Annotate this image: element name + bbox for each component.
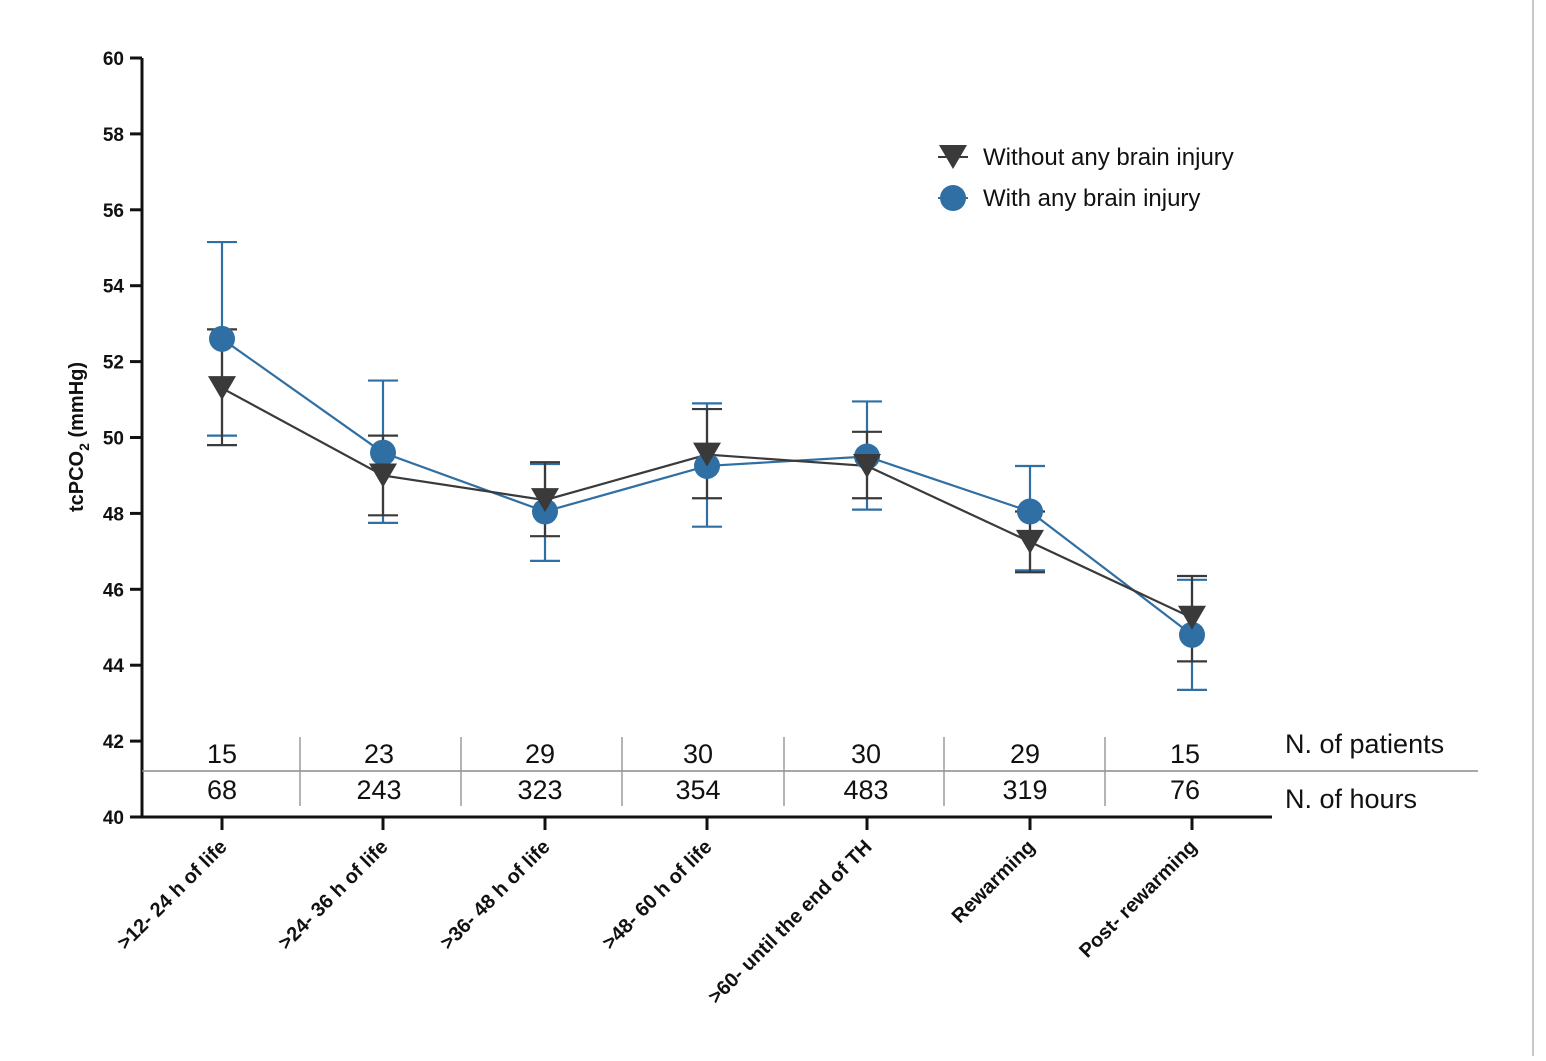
y-axis-label-main: tcPCO	[66, 451, 88, 512]
data-point-triangle	[531, 488, 559, 513]
legend-marker-triangle	[939, 145, 967, 169]
series-without-brain-injury	[207, 328, 1207, 663]
data-point-triangle	[208, 376, 236, 401]
data-point-triangle	[369, 463, 397, 488]
table-cell-patients: 15	[207, 739, 237, 769]
table-cell-patients: 30	[683, 739, 713, 769]
y-ticks: 40 42 44 46 48 50 52 54 56 58 60	[103, 49, 142, 829]
table-dividers	[299, 737, 1106, 806]
table-cell-hours: 68	[207, 775, 237, 805]
y-tick-label: 60	[103, 49, 124, 70]
x-category-label: >48- 60 h of life	[598, 836, 716, 954]
y-tick-label: 42	[103, 732, 124, 753]
y-tick-label: 52	[103, 353, 124, 374]
y-tick-label: 58	[103, 125, 124, 146]
table-cell-hours: 483	[843, 775, 888, 805]
x-category-label: >24- 36 h of life	[274, 836, 392, 954]
data-point-circle	[370, 439, 396, 466]
series-layer	[207, 240, 1207, 691]
y-tick-label: 54	[103, 277, 125, 298]
data-point-circle	[209, 325, 235, 352]
y-axis-label: tcPCO2 (mmHg)	[66, 362, 92, 512]
x-category-label: >36- 48 h of life	[436, 836, 554, 954]
table-cell-hours: 243	[356, 775, 401, 805]
x-category-label: Post- rewarming	[1075, 836, 1201, 962]
y-tick-label: 46	[103, 580, 124, 601]
x-category-label: >12- 24 h of life	[113, 836, 231, 954]
table-cell-hours: 76	[1170, 775, 1200, 805]
table-cell-patients: 15	[1170, 739, 1200, 769]
data-point-triangle	[1178, 605, 1206, 630]
y-tick-label: 44	[103, 656, 125, 677]
table-cell-patients: 29	[1010, 739, 1040, 769]
table-cell-patients: 30	[851, 739, 881, 769]
y-axis-label-unit: (mmHg)	[66, 362, 88, 443]
y-tick-label: 40	[103, 808, 124, 829]
y-tick-label: 50	[103, 429, 124, 450]
table-row-label-patients: N. of patients	[1285, 729, 1444, 759]
x-category-label: >60- until the end of TH	[704, 836, 876, 1008]
x-category-label: Rewarming	[948, 836, 1040, 928]
data-point-circle	[1017, 498, 1043, 525]
table-cell-hours: 319	[1002, 775, 1047, 805]
y-axis-label-sub: 2	[76, 443, 92, 451]
markers-without-brain-injury	[208, 376, 1206, 630]
legend-marker-circle	[940, 185, 966, 211]
x-ticks: >12- 24 h of life >24- 36 h of life >36- 4…	[113, 817, 1202, 1008]
table-cells: 15 23 29 30 30 29 15 68 243 323 354 483 319 76	[207, 739, 1200, 805]
table-row-label-hours: N. of hours	[1285, 784, 1417, 814]
y-tick-label: 56	[103, 201, 124, 222]
data-point-triangle	[693, 442, 721, 467]
legend: Without any brain injury With any brain …	[938, 144, 1234, 212]
data-point-triangle	[1016, 529, 1044, 554]
table-cell-hours: 354	[675, 775, 720, 805]
legend-label-with: With any brain injury	[983, 185, 1200, 212]
data-point-circle	[1179, 621, 1205, 648]
y-tick-label: 48	[103, 504, 124, 525]
table-cell-patients: 23	[364, 739, 394, 769]
table-cell-patients: 29	[525, 739, 555, 769]
table-cell-hours: 323	[517, 775, 562, 805]
legend-label-without: Without any brain injury	[983, 144, 1234, 171]
data-point-triangle	[853, 453, 881, 478]
